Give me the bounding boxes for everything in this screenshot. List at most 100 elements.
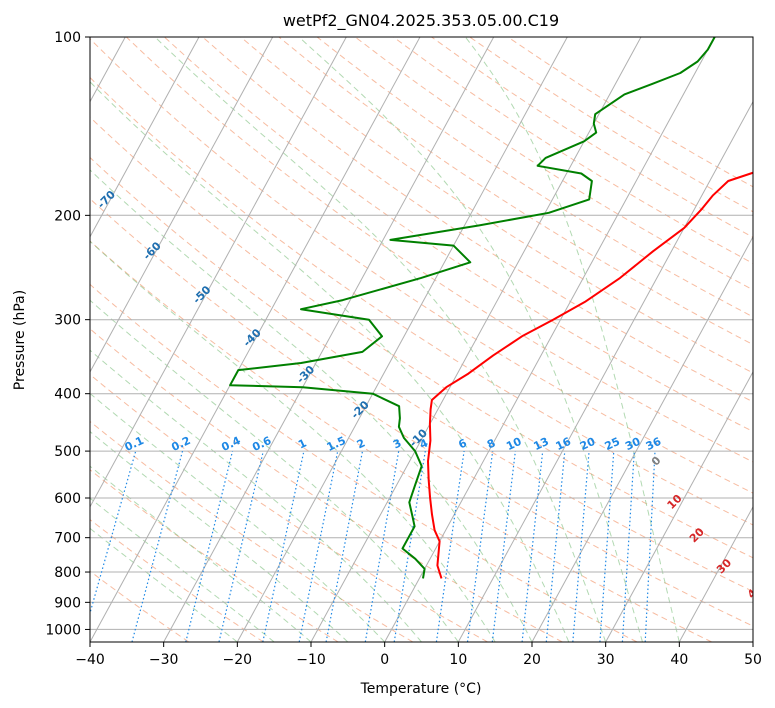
dry-adiabat-line (90, 116, 753, 559)
x-tick-label: −20 (223, 652, 253, 668)
mixing-ratio-label: 25 (603, 435, 622, 453)
mixing-ratio-label: 36 (644, 435, 664, 453)
y-tick-label: 700 (54, 531, 81, 547)
dry-adiabat-line (431, 37, 753, 238)
isotherm-line (90, 37, 274, 373)
moist-adiabat-line (90, 349, 422, 642)
isotherm-line (678, 505, 753, 642)
temperature-profile-line (427, 171, 753, 579)
isotherm-line (752, 640, 753, 642)
moist-adiabat-line (90, 527, 238, 642)
mixing-ratio-line (393, 451, 426, 642)
dry-adiabat-line (354, 37, 753, 291)
mixing-ratio-label: 13 (532, 435, 551, 453)
dry-adiabat-line (90, 469, 339, 642)
dry-adiabat-line (507, 37, 753, 188)
dry-adiabat-line (278, 37, 753, 346)
moist-adiabat-line (90, 465, 312, 642)
mixing-ratio-line (521, 451, 544, 642)
y-axis-label: Pressure (hPa) (12, 290, 28, 390)
x-tick-label: 30 (597, 652, 615, 668)
x-tick-label: −40 (75, 652, 105, 668)
mixing-ratio-label: 2 (355, 436, 367, 451)
y-tick-label: 200 (54, 208, 81, 224)
dry-adiabat-line (90, 240, 712, 642)
isotherm-label: -90 (1, 90, 24, 113)
dry-adiabat-line (316, 37, 753, 318)
mixing-ratio-line (90, 450, 137, 616)
y-tick-label: 300 (54, 313, 81, 329)
moist-adiabat-line (90, 169, 533, 642)
y-tick-label: 800 (54, 565, 81, 581)
moist-adiabat-label: 40 (745, 581, 765, 601)
dry-adiabat-line (90, 328, 563, 642)
isotherm-line (90, 37, 200, 238)
mixing-ratio-line (218, 450, 264, 642)
dry-adiabat-line (90, 283, 638, 642)
x-tick-label: −10 (296, 652, 326, 668)
isotherm-line (310, 37, 642, 642)
moist-adiabat-label: 0 (649, 454, 664, 469)
y-tick-label: 400 (54, 387, 81, 403)
moist-adiabat-line (90, 392, 386, 642)
isotherm-line (384, 37, 716, 642)
mixing-ratio-line (185, 450, 234, 642)
mixing-ratio-line (325, 450, 364, 642)
moist-adiabat-line (90, 81, 570, 642)
y-tick-label: 600 (54, 491, 81, 507)
x-tick-label: −30 (149, 652, 179, 668)
y-tick-label: 500 (54, 444, 81, 460)
moist-adiabat-line (90, 430, 349, 642)
mixing-ratio-line (545, 451, 566, 642)
mixing-ratio-line (466, 451, 494, 642)
mixing-ratio-line (621, 451, 635, 642)
isotherm-line (163, 37, 495, 642)
x-tick-label: 40 (670, 652, 688, 668)
x-tick-label: 10 (449, 652, 467, 668)
y-tick-label: 900 (54, 595, 81, 611)
dry-adiabat-line (90, 518, 264, 642)
mixing-ratio-line (131, 450, 184, 642)
moist-adiabat-label: 10 (665, 492, 685, 512)
dry-adiabat-line (393, 37, 753, 264)
isotherm-line (236, 37, 568, 642)
moist-adiabat-line (154, 37, 607, 642)
mixing-ratio-line (435, 451, 465, 642)
mixing-ratio-label: 3 (391, 436, 403, 451)
dry-adiabat-line (90, 156, 753, 593)
isotherm-line (531, 235, 753, 642)
plot-frame (89, 36, 754, 643)
isotherm-line (90, 37, 347, 508)
moist-adiabat-line (298, 37, 643, 642)
isotherm-label: -80 (47, 140, 70, 163)
moist-adiabat-line (90, 240, 496, 642)
y-tick-label: 100 (54, 30, 81, 46)
mixing-ratio-label: 20 (578, 435, 598, 453)
dry-adiabat-line (164, 37, 753, 433)
isotherm-line (90, 37, 421, 642)
x-tick-label: 50 (744, 652, 762, 668)
isotherm-line (457, 100, 753, 642)
dry-adiabat-line (90, 76, 753, 526)
moist-adiabat-line (465, 37, 680, 642)
mixing-ratio-line (491, 451, 516, 642)
dry-adiabat-line (90, 198, 753, 627)
mixing-ratio-label: 6 (456, 436, 469, 451)
mixing-ratio-label: 10 (504, 435, 524, 453)
mixing-ratio-label: 30 (623, 435, 643, 453)
chart-title: wetPf2_GN04.2025.353.05.00.C19 (283, 11, 559, 31)
dry-adiabat-line (90, 373, 488, 642)
x-tick-label: 20 (523, 652, 541, 668)
dry-adiabat-line (202, 37, 753, 403)
mixing-ratio-label: 16 (554, 435, 574, 453)
y-tick-label: 1000 (45, 622, 81, 638)
isotherm-line (605, 370, 753, 642)
dewpoint-profile-line (229, 37, 716, 579)
mixing-ratio-label: 1 (296, 436, 308, 451)
moist-adiabat-label: 20 (687, 525, 707, 545)
moist-adiabat-line (90, 299, 459, 642)
mixing-ratio-line (262, 450, 305, 642)
x-tick-label: 0 (380, 652, 389, 668)
mixing-ratio-line (298, 450, 339, 642)
